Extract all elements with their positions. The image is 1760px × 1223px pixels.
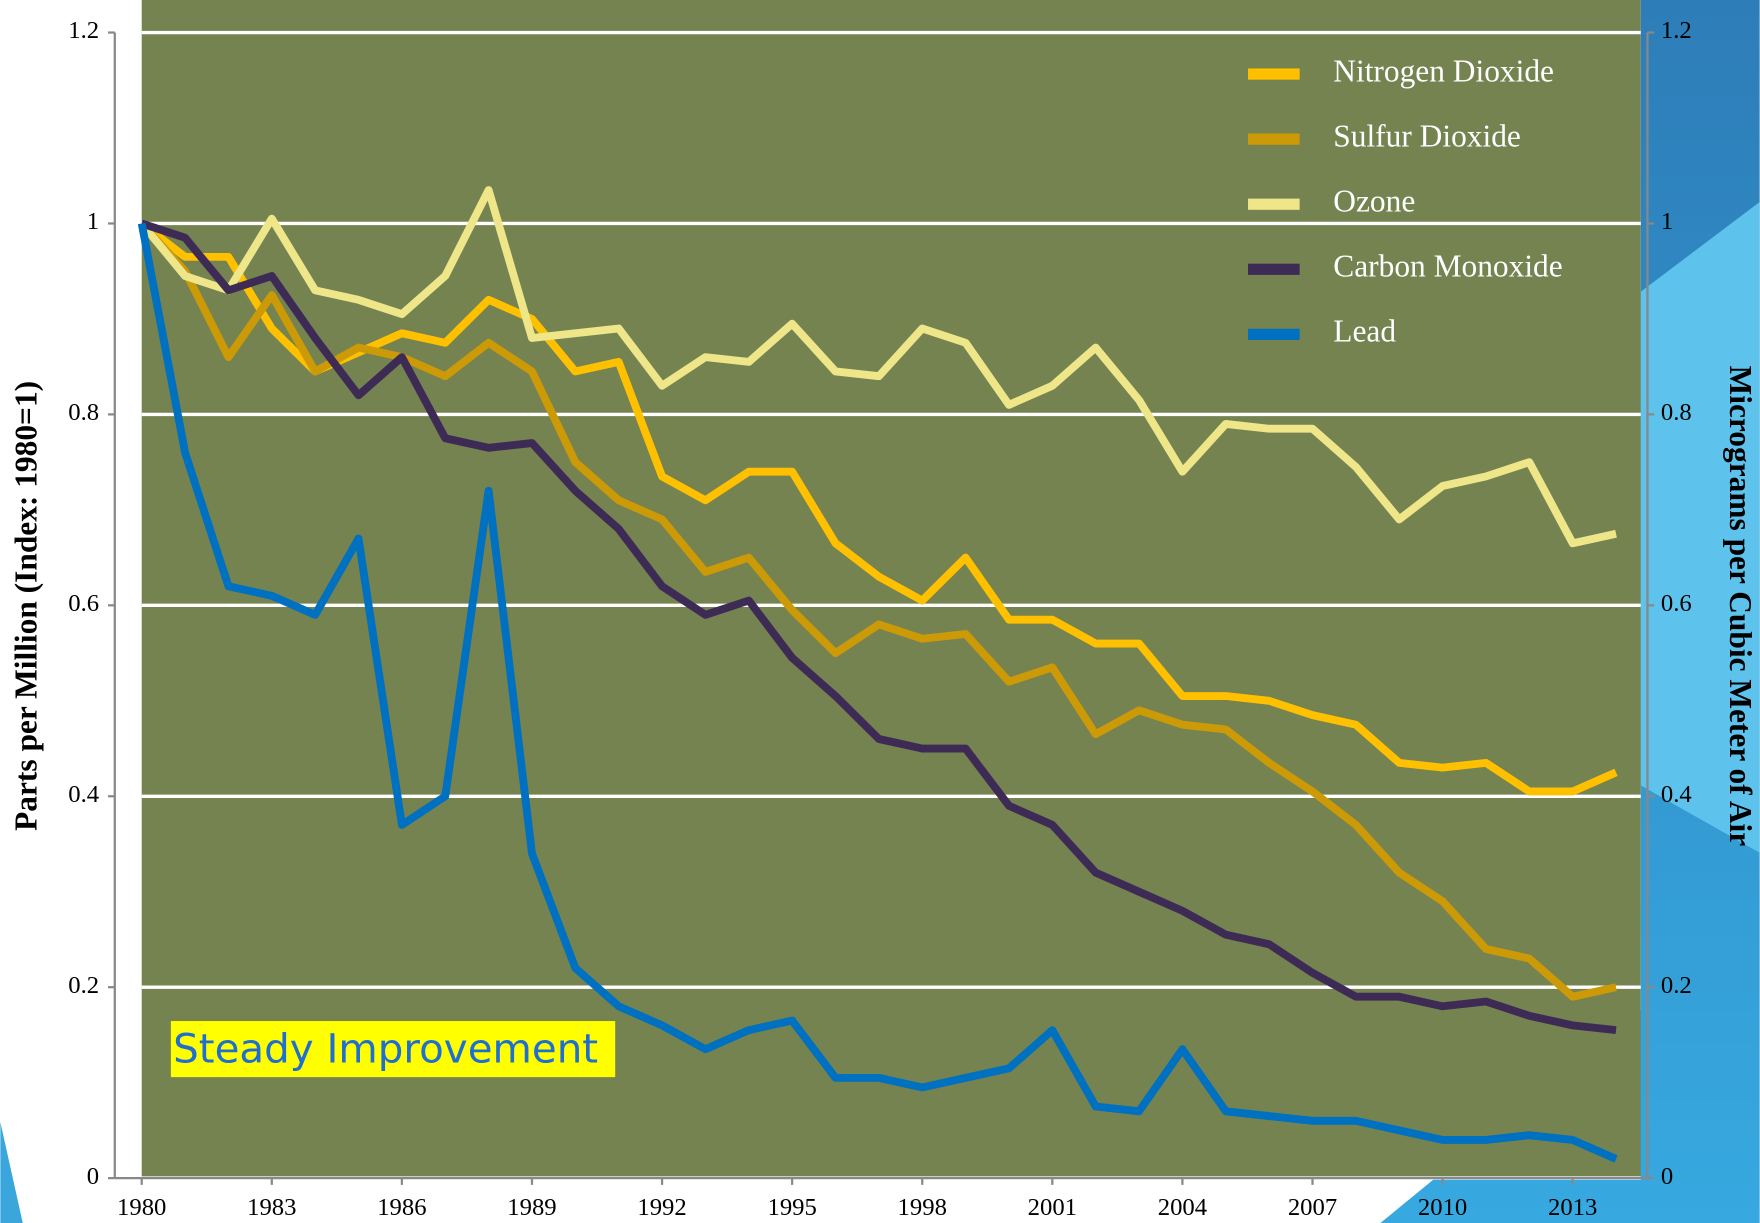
legend-swatch: [1248, 328, 1300, 340]
annotation-background: [170, 1021, 616, 1078]
x-tick-label: 2004: [1158, 1194, 1207, 1221]
y-tick-label: 1.2: [68, 17, 99, 44]
y-tick-label: 0: [87, 1163, 99, 1190]
x-tick-label: 2013: [1548, 1194, 1597, 1221]
plot-background: [141, 0, 1641, 1179]
annotation: Steady Improvement: [173, 1025, 598, 1072]
y2-tick-label: 0: [1661, 1163, 1673, 1190]
series-line: [139, 220, 1618, 796]
decoration: [1640, 201, 1760, 853]
y-tick-label: 1: [87, 208, 99, 235]
y2-tick-label: 1.2: [1661, 17, 1692, 44]
x-tick-label: 1995: [767, 1194, 816, 1221]
y2-tick-label: 0.4: [1661, 781, 1692, 808]
y2-tick-label: 0.8: [1661, 399, 1692, 426]
x-tick-label: 2001: [1028, 1194, 1077, 1221]
x-tick-label: 1992: [637, 1194, 686, 1221]
legend-label: Lead: [1333, 314, 1396, 349]
x-tick-label: 2007: [1288, 1194, 1337, 1221]
plot-area: 0 0.2 0.4 0.6 0.8 1 1.2 0 0.2 0.4 0.6 0.8 1 1.2 1980 19…: [68, 0, 1692, 1221]
x-tick-label: 1983: [247, 1194, 296, 1221]
legend-label: Nitrogen Dioxide: [1333, 53, 1554, 88]
legend-swatch: [1248, 68, 1300, 80]
y-axis-title: Parts per Million (Index: 1980=1): [9, 381, 44, 831]
legend-label: Sulfur Dioxide: [1333, 118, 1521, 153]
y-tick-label: 0.8: [68, 399, 99, 426]
legend-label: Ozone: [1333, 183, 1415, 218]
legend-swatch: [1248, 263, 1300, 275]
y-tick-label: 0.4: [68, 781, 99, 808]
x-tick-label: 1980: [117, 1194, 166, 1221]
legend-label: Carbon Monoxide: [1333, 248, 1562, 283]
decoration: [0, 1122, 23, 1223]
y2-tick-label: 0.2: [1661, 972, 1692, 999]
x-tick-label: 1989: [507, 1194, 556, 1221]
legend-swatch: [1248, 133, 1300, 145]
series-line: [138, 220, 1617, 1001]
y-tick-label: 0.2: [68, 972, 99, 999]
y2-tick-label: 0.6: [1661, 590, 1692, 617]
series-line: [137, 222, 1618, 1163]
series-line: [138, 186, 1617, 548]
x-tick-label: 1986: [377, 1194, 426, 1221]
legend-swatch: [1248, 198, 1300, 210]
y2-tick-label: 1: [1661, 208, 1673, 235]
x-tick-label: 1998: [898, 1194, 947, 1221]
y2-axis-title: Micrograms per Cubic Meter of Air: [1723, 366, 1758, 847]
series-line: [140, 219, 1617, 1035]
y-tick-label: 0.6: [68, 590, 99, 617]
x-tick-label: 2010: [1418, 1194, 1467, 1221]
